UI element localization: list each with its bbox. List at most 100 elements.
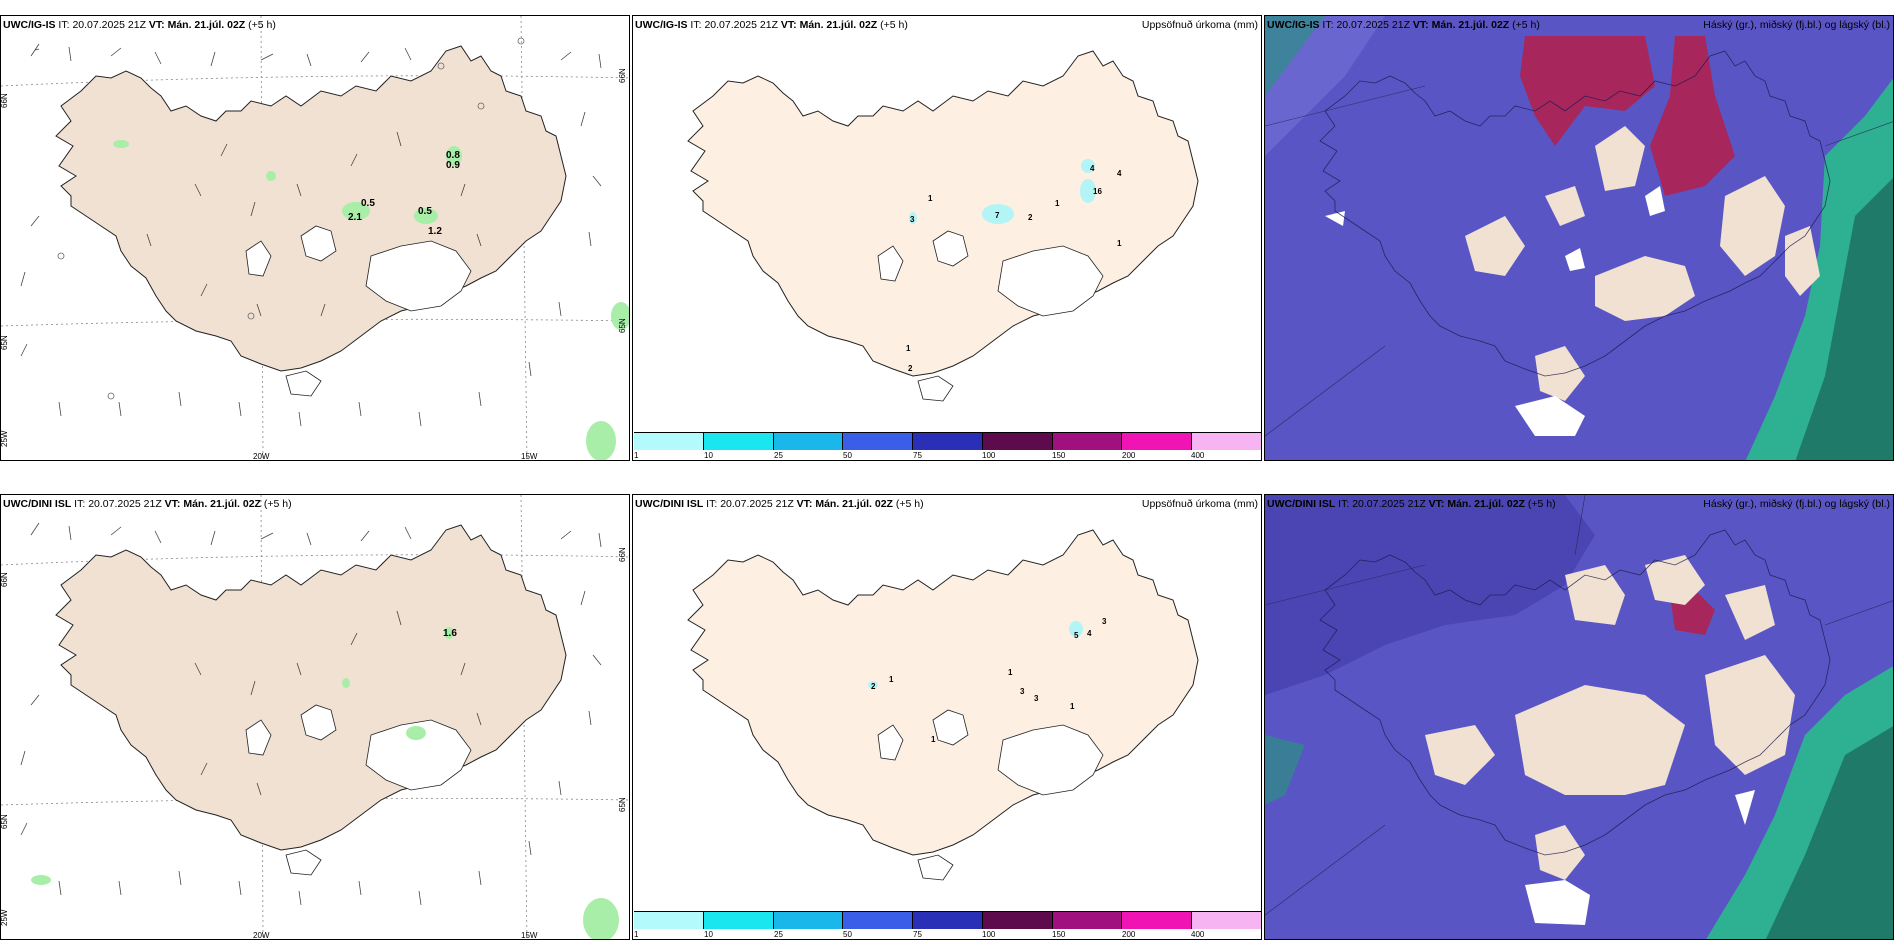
- colorbar-label: 100: [982, 451, 996, 460]
- colorbar-label: 25: [774, 930, 783, 939]
- lon-label: 25W: [1, 909, 9, 926]
- colorbar-cell: [843, 433, 914, 450]
- precip-value: 3: [910, 215, 915, 224]
- precip-value: 4: [1087, 629, 1092, 638]
- colorbar-cell: [1122, 912, 1193, 929]
- precip-value: 0.5: [361, 198, 375, 209]
- lat-label: 65N: [1, 814, 9, 829]
- precip-value: 1.2: [428, 226, 442, 237]
- colorbar-cells: [634, 911, 1261, 929]
- colorbar-label: 1: [634, 930, 639, 939]
- precip-value: 1: [1008, 668, 1013, 677]
- precip-value: 1: [928, 194, 933, 203]
- it-label: IT:: [58, 19, 70, 31]
- it-label: IT:: [1322, 19, 1334, 31]
- colorbar-cell: [1052, 912, 1123, 929]
- colorbar-label: 400: [1191, 930, 1205, 939]
- wind-map-svg: 66N 65N 25W 20W 15W 66N 65N 1.6: [1, 495, 629, 940]
- lat-label: 66N: [618, 547, 627, 562]
- precip-value: 1: [906, 344, 911, 353]
- colorbar-cell: [982, 433, 1053, 450]
- colorbar-cell: [1192, 433, 1261, 450]
- precip-value: 2: [871, 682, 876, 691]
- panel-header: UWC/IG-IS IT: 20.07.2025 21Z VT: Mán. 21…: [1267, 19, 1540, 31]
- colorbar-cell: [773, 433, 844, 450]
- colorbar-cell: [913, 433, 983, 450]
- colorbar-label: 150: [1052, 930, 1066, 939]
- precip-value: 0.9: [446, 160, 460, 171]
- colorbar-cell: [913, 912, 983, 929]
- precip-value: 3: [1020, 687, 1025, 696]
- colorbar-label: 50: [843, 451, 852, 460]
- colorbar-label: 10: [704, 451, 713, 460]
- colorbar-label: 1: [634, 451, 639, 460]
- precip-value: 16: [1093, 187, 1102, 196]
- colorbar-label: 100: [982, 930, 996, 939]
- lon-label: 20W: [253, 452, 270, 461]
- model-name: UWC/DINI ISL: [3, 498, 72, 510]
- colorbar-cell: [634, 433, 704, 450]
- precip-map-svg: 1 3 7 2 1 4 4 16 1 1 2: [687, 50, 1199, 402]
- model-name: UWC/IG-IS: [3, 19, 56, 31]
- colorbar-cells: [634, 432, 1261, 450]
- precip-map-svg: 2 1 1 3 3 1 5 4 3 1: [687, 529, 1199, 881]
- precip-value: 4: [1090, 164, 1095, 173]
- vt-value: Mán. 21.júl. 02Z: [1447, 498, 1525, 510]
- precip-value: 3: [1102, 617, 1107, 626]
- vt-value: Mán. 21.júl. 02Z: [815, 498, 893, 510]
- panel-header: UWC/IG-IS IT: 20.07.2025 21Z VT: Mán. 21…: [635, 19, 908, 31]
- colorbar-label: 50: [843, 930, 852, 939]
- colorbar-cell: [843, 912, 914, 929]
- colorbar-cell: [703, 433, 774, 450]
- it-value: 20.07.2025 21Z: [1352, 498, 1426, 510]
- cloud-map-panel-bottom: UWC/DINI ISL IT: 20.07.2025 21Z VT: Mán.…: [1264, 494, 1894, 940]
- colorbar-cell: [1052, 433, 1123, 450]
- colorbar-label: 200: [1122, 451, 1136, 460]
- panel-title: Háský (gr.), miðský (fj.bl.) og lágský (…: [1703, 498, 1890, 510]
- model-name: UWC/DINI ISL: [1267, 498, 1336, 510]
- lead-time: (+5 h): [1512, 19, 1540, 31]
- precip-value: 1: [1070, 702, 1075, 711]
- colorbar-cell: [773, 912, 844, 929]
- vt-label: VT:: [164, 498, 181, 510]
- cloud-map-svg: [1265, 495, 1893, 939]
- colorbar-label: 150: [1052, 451, 1066, 460]
- colorbar-label: 75: [913, 930, 922, 939]
- vt-value: Mán. 21.júl. 02Z: [1431, 19, 1510, 31]
- model-name: UWC/DINI ISL: [635, 498, 704, 510]
- precip-value: 1.6: [443, 628, 457, 639]
- lon-label: 20W: [253, 931, 270, 940]
- it-label: IT:: [706, 498, 718, 510]
- wind-map-svg: 66N 65N 25W 20W 15W 66N 65N 0.8 0.9 0.5 …: [1, 16, 629, 461]
- model-name: UWC/IG-IS: [635, 19, 688, 31]
- colorbar-cell: [703, 912, 774, 929]
- vt-value: Mán. 21.júl. 02Z: [167, 19, 246, 31]
- colorbar-label: 200: [1122, 930, 1136, 939]
- vt-label: VT:: [1428, 498, 1445, 510]
- colorbar-cell: [1192, 912, 1261, 929]
- precip-value: 1: [1055, 199, 1060, 208]
- precip-value: 5: [1074, 631, 1079, 640]
- it-label: IT:: [690, 19, 702, 31]
- lat-label: 66N: [1, 572, 9, 587]
- lead-time: (+5 h): [248, 19, 276, 31]
- lat-label: 65N: [618, 318, 627, 333]
- panel-title: Háský (gr.), miðský (fj.bl.) og lágský (…: [1703, 19, 1890, 31]
- precip-value: 2: [908, 364, 913, 373]
- vt-label: VT:: [780, 19, 797, 31]
- lead-time: (+5 h): [895, 498, 924, 510]
- colorbar-label: 400: [1191, 451, 1205, 460]
- lon-label: 15W: [521, 452, 538, 461]
- lead-time: (+5 h): [1527, 498, 1556, 510]
- precip-value: 7: [995, 211, 1000, 220]
- precip-value: 1: [1117, 239, 1122, 248]
- panel-header: UWC/DINI ISL IT: 20.07.2025 21Z VT: Mán.…: [1267, 498, 1556, 510]
- model-name: UWC/IG-IS: [1267, 19, 1320, 31]
- it-value: 20.07.2025 21Z: [720, 498, 794, 510]
- precip-value: 0.5: [418, 206, 432, 217]
- cloud-map-svg: [1265, 16, 1893, 460]
- cloud-map-panel-top: UWC/IG-IS IT: 20.07.2025 21Z VT: Mán. 21…: [1264, 15, 1894, 461]
- precip-colorbar: 1 10 25 50 75 100 150 200 400: [633, 911, 1261, 939]
- lat-label: 65N: [1, 335, 9, 350]
- wind-map-panel-bottom: 66N 65N 25W 20W 15W 66N 65N 1.6 UWC/DINI…: [0, 494, 630, 940]
